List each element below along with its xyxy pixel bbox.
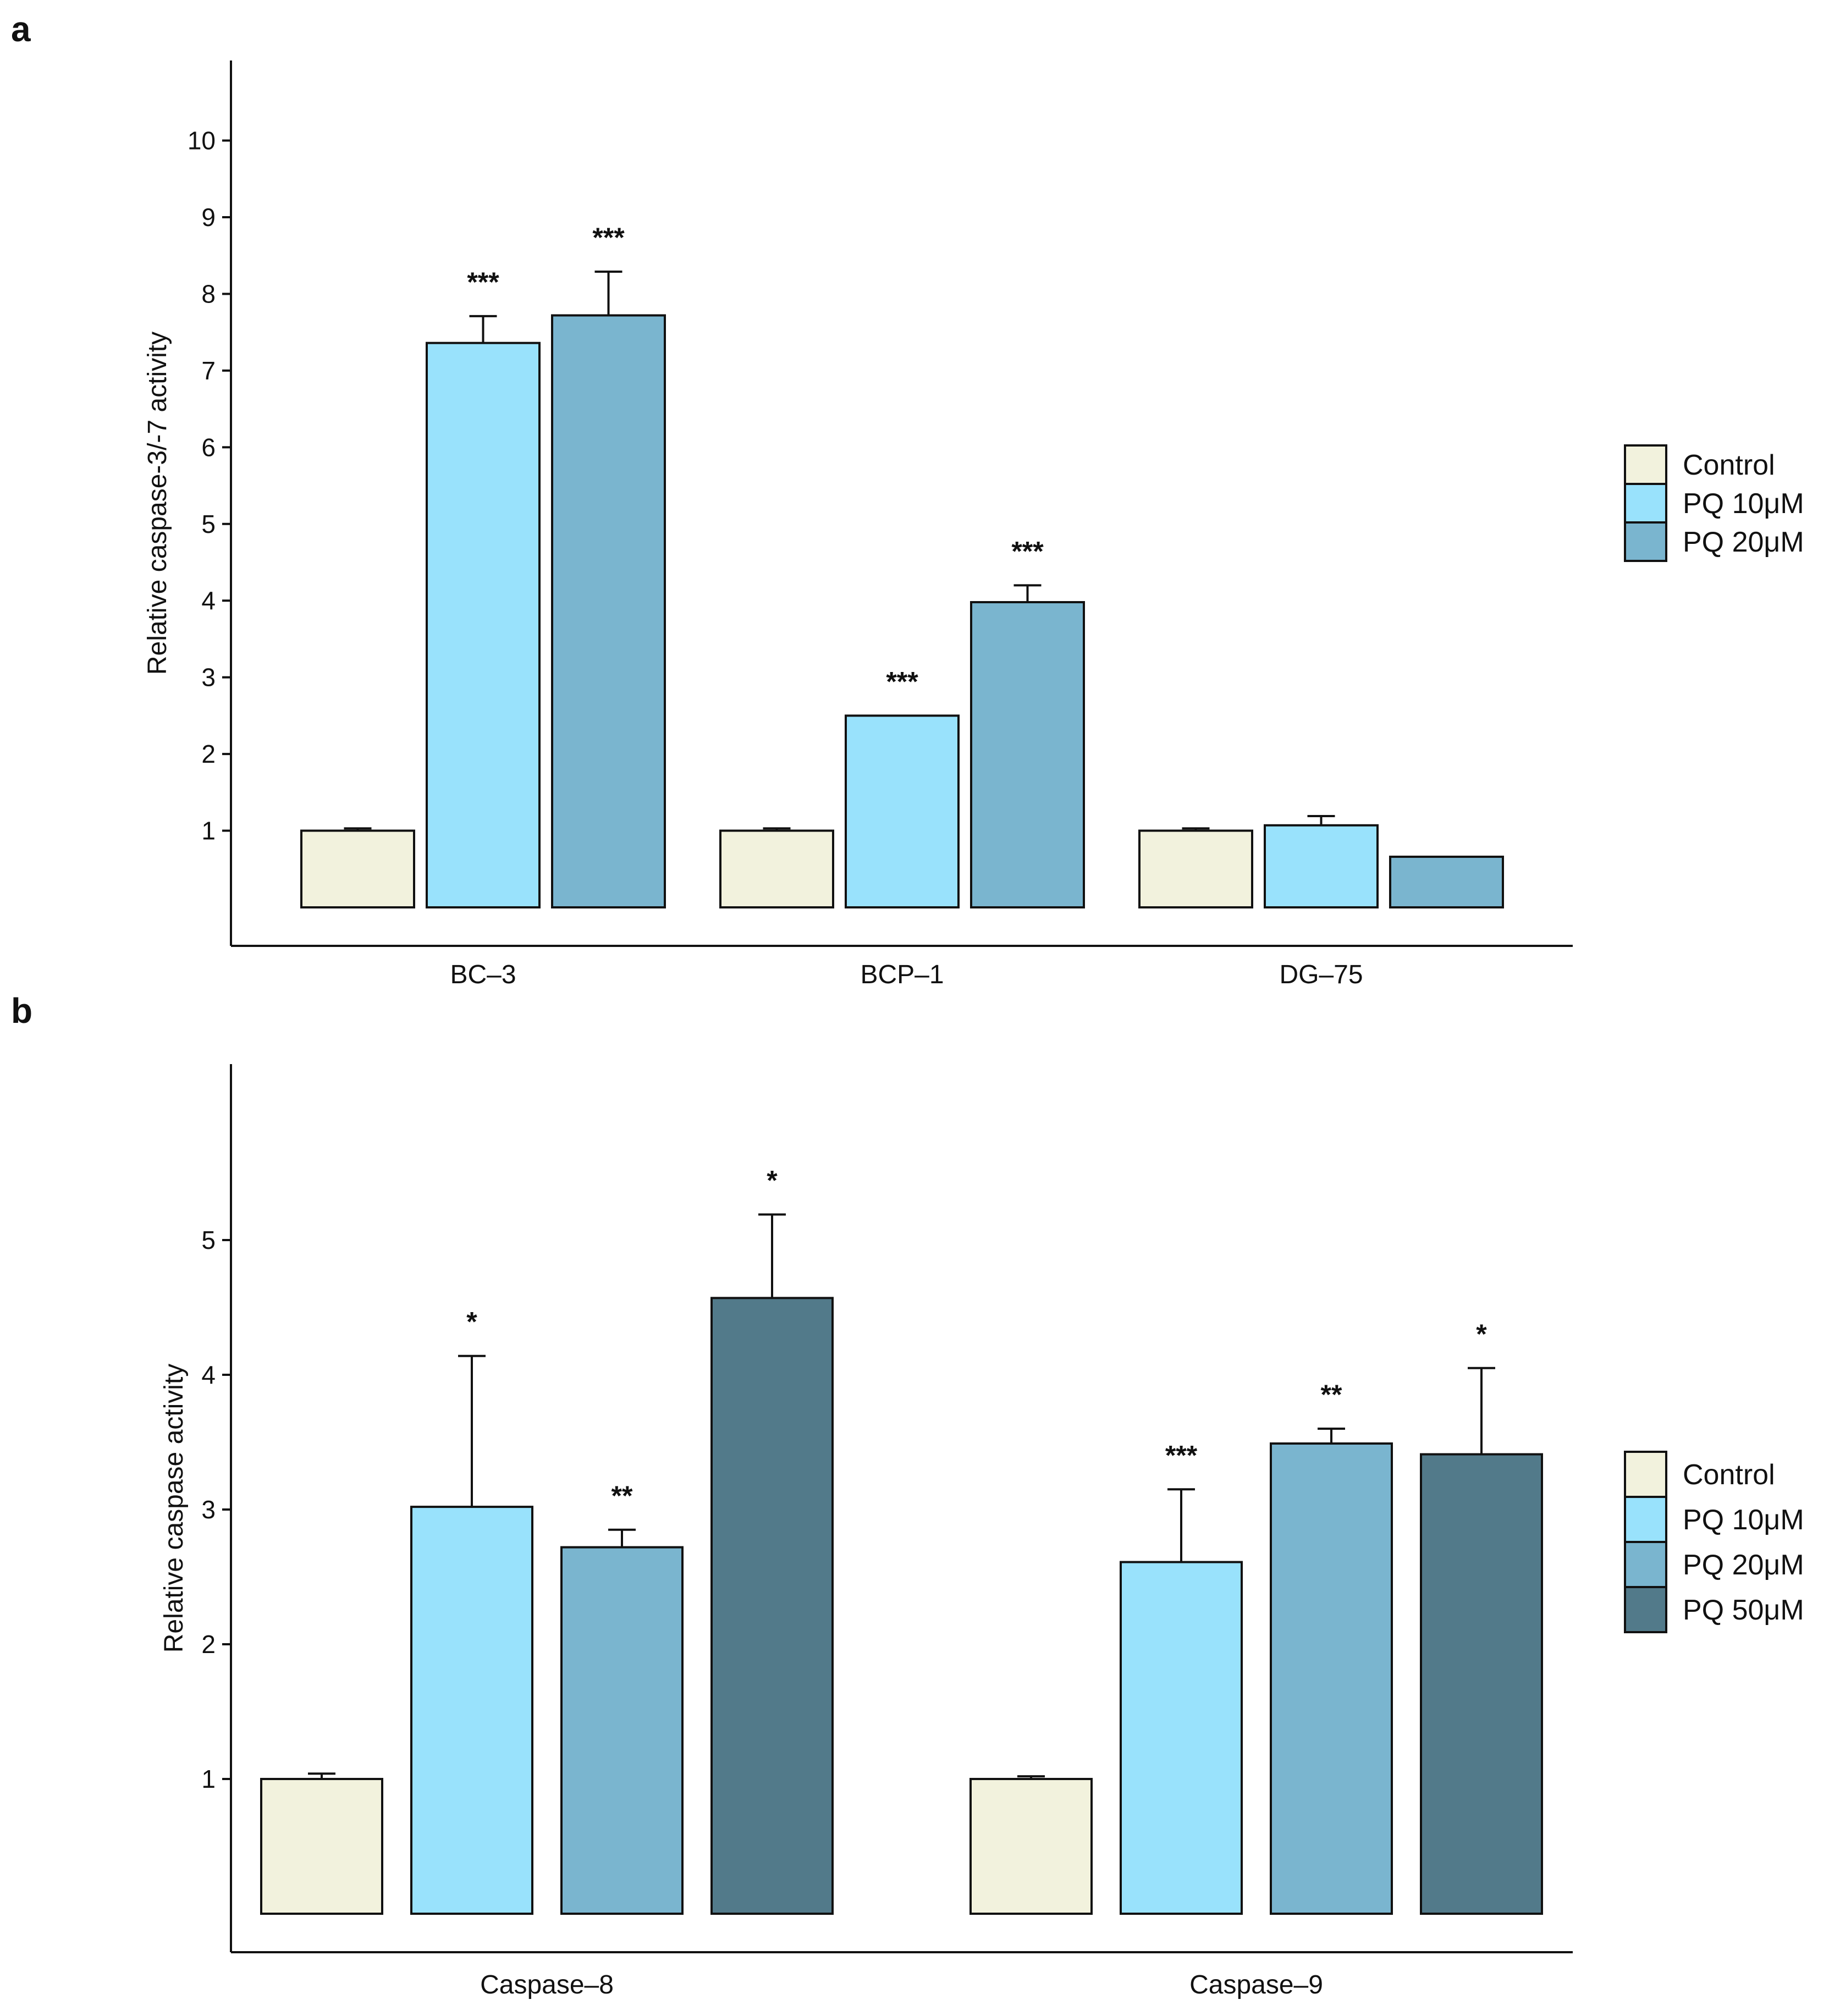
legend-swatch bbox=[1624, 521, 1667, 562]
significance-label: *** bbox=[592, 222, 625, 253]
legend-label: PQ 20μM bbox=[1683, 1549, 1804, 1581]
significance-label: *** bbox=[1165, 1440, 1198, 1470]
significance-label: * bbox=[767, 1165, 778, 1196]
y-tick-label: 3 bbox=[201, 1495, 216, 1524]
chart-panel-a: 1 2 3 4 5 6 7 8 9 10 Relative caspase-3/-7 activit… bbox=[143, 60, 1804, 989]
y-tick-label: 4 bbox=[201, 586, 216, 615]
significance-label: *** bbox=[886, 666, 918, 697]
legend-label: PQ 10μM bbox=[1683, 1504, 1804, 1536]
legend-label: Control bbox=[1683, 1459, 1775, 1491]
bar bbox=[710, 1297, 834, 1915]
bar bbox=[260, 1778, 383, 1915]
category-label: Caspase–9 bbox=[1189, 1970, 1323, 2000]
legend-swatch bbox=[1624, 1451, 1667, 1498]
y-tick-label: 1 bbox=[201, 817, 216, 845]
category-label: BCP–1 bbox=[860, 960, 944, 989]
legend-swatch bbox=[1624, 1541, 1667, 1588]
bar bbox=[970, 601, 1085, 908]
y-tick-label: 8 bbox=[201, 279, 216, 308]
legend-label: PQ 50μM bbox=[1683, 1594, 1804, 1626]
category-label: Caspase–8 bbox=[480, 1970, 614, 2000]
significance-label: * bbox=[466, 1307, 477, 1337]
y-tick-label: 1 bbox=[201, 1765, 216, 1793]
bar bbox=[1120, 1561, 1243, 1915]
y-tick-label: 7 bbox=[201, 356, 216, 385]
y-tick-label: 2 bbox=[201, 1630, 216, 1659]
y-tick-label: 10 bbox=[188, 126, 216, 155]
y-axis-title: Relative caspase activity bbox=[159, 1364, 189, 1653]
legend-swatch bbox=[1624, 444, 1667, 485]
legend-swatch bbox=[1624, 1496, 1667, 1543]
bar bbox=[1389, 855, 1504, 909]
bar bbox=[426, 341, 541, 909]
y-tick-label: 5 bbox=[201, 510, 216, 538]
category-label: DG–75 bbox=[1279, 960, 1363, 989]
legend-label: PQ 20μM bbox=[1683, 526, 1804, 558]
significance-label: *** bbox=[467, 267, 499, 298]
y-tick-label: 5 bbox=[201, 1226, 216, 1254]
bar bbox=[1264, 824, 1379, 908]
legend-label: Control bbox=[1683, 449, 1775, 481]
bar bbox=[719, 829, 834, 908]
panel-b-letter: b bbox=[11, 991, 32, 1031]
bar bbox=[1270, 1442, 1393, 1915]
significance-label: *** bbox=[1011, 536, 1044, 566]
y-tick-label: 6 bbox=[201, 433, 216, 461]
bar bbox=[551, 314, 666, 908]
y-tick-label: 3 bbox=[201, 663, 216, 692]
bar bbox=[560, 1546, 684, 1915]
legend-swatch bbox=[1624, 1586, 1667, 1633]
bar bbox=[410, 1506, 533, 1915]
significance-label: ** bbox=[612, 1480, 633, 1511]
significance-label: ** bbox=[1321, 1379, 1342, 1410]
bar bbox=[969, 1778, 1093, 1915]
bar bbox=[1420, 1453, 1543, 1915]
bar bbox=[1138, 829, 1253, 908]
y-axis-title: Relative caspase-3/-7 activity bbox=[143, 332, 172, 675]
legend-swatch bbox=[1624, 483, 1667, 524]
legend: Control PQ 10μM PQ 20μM PQ 50μM bbox=[1624, 1451, 1804, 1633]
bar bbox=[300, 829, 415, 908]
category-label: BC–3 bbox=[450, 960, 516, 989]
significance-label: * bbox=[1476, 1319, 1487, 1349]
y-tick-label: 9 bbox=[201, 203, 216, 232]
panel-a-letter: a bbox=[11, 9, 31, 49]
legend-label: PQ 10μM bbox=[1683, 488, 1804, 520]
bar bbox=[845, 714, 960, 909]
y-tick-label: 2 bbox=[201, 740, 216, 768]
legend: Control PQ 10μM PQ 20μM bbox=[1624, 444, 1804, 562]
y-tick-label: 4 bbox=[201, 1360, 216, 1389]
